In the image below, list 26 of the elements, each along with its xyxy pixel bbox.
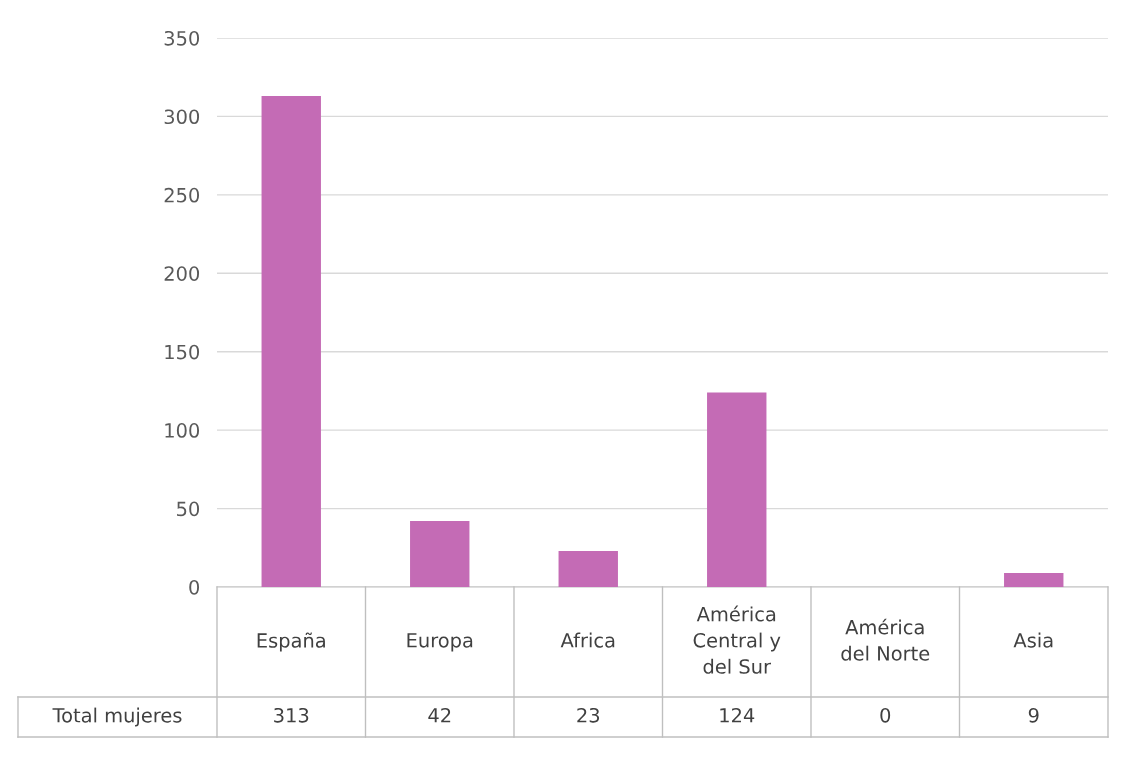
text: Total mujeres (52, 707, 182, 727)
bar (1004, 572, 1064, 587)
y-tick-label: 250 (164, 187, 200, 203)
y-tick-label: 50 (177, 501, 200, 517)
y-tick-label: 0 (189, 579, 200, 595)
bar (707, 392, 767, 587)
data-label: 9 (1028, 707, 1039, 723)
data-label: 23 (577, 707, 600, 723)
x-tick-label: América Central y del Sur (693, 605, 781, 674)
x-tick-label: Africa (560, 632, 615, 648)
y-tick-label: 100 (165, 423, 200, 438)
y-tick-label: 350 (164, 30, 200, 46)
y-tick-label: 200 (164, 266, 200, 281)
bar (410, 521, 470, 587)
bar (261, 96, 321, 587)
x-tick-label: España (257, 632, 325, 652)
x-tick-label: América del Norte (841, 618, 930, 661)
data-label: 42 (428, 707, 451, 723)
bar (558, 550, 618, 587)
y-tick-label: 300 (164, 109, 200, 125)
data-label: 124 (720, 707, 755, 723)
data-label: 313 (274, 707, 309, 723)
y-tick-label: 150 (165, 344, 200, 360)
x-tick-label: Europa (407, 633, 473, 652)
data-label: 0 (880, 707, 891, 723)
x-tick-label: Asia (1013, 632, 1053, 648)
